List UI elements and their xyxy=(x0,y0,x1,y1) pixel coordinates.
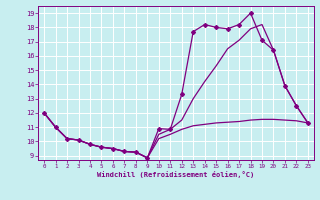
X-axis label: Windchill (Refroidissement éolien,°C): Windchill (Refroidissement éolien,°C) xyxy=(97,171,255,178)
